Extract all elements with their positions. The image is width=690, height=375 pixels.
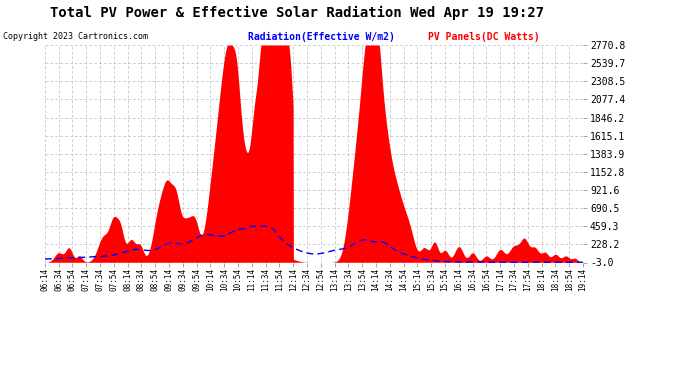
- Text: Radiation(Effective W/m2): Radiation(Effective W/m2): [248, 32, 395, 42]
- Text: Copyright 2023 Cartronics.com: Copyright 2023 Cartronics.com: [3, 32, 148, 41]
- Text: Total PV Power & Effective Solar Radiation Wed Apr 19 19:27: Total PV Power & Effective Solar Radiati…: [50, 6, 544, 20]
- Text: PV Panels(DC Watts): PV Panels(DC Watts): [428, 32, 540, 42]
